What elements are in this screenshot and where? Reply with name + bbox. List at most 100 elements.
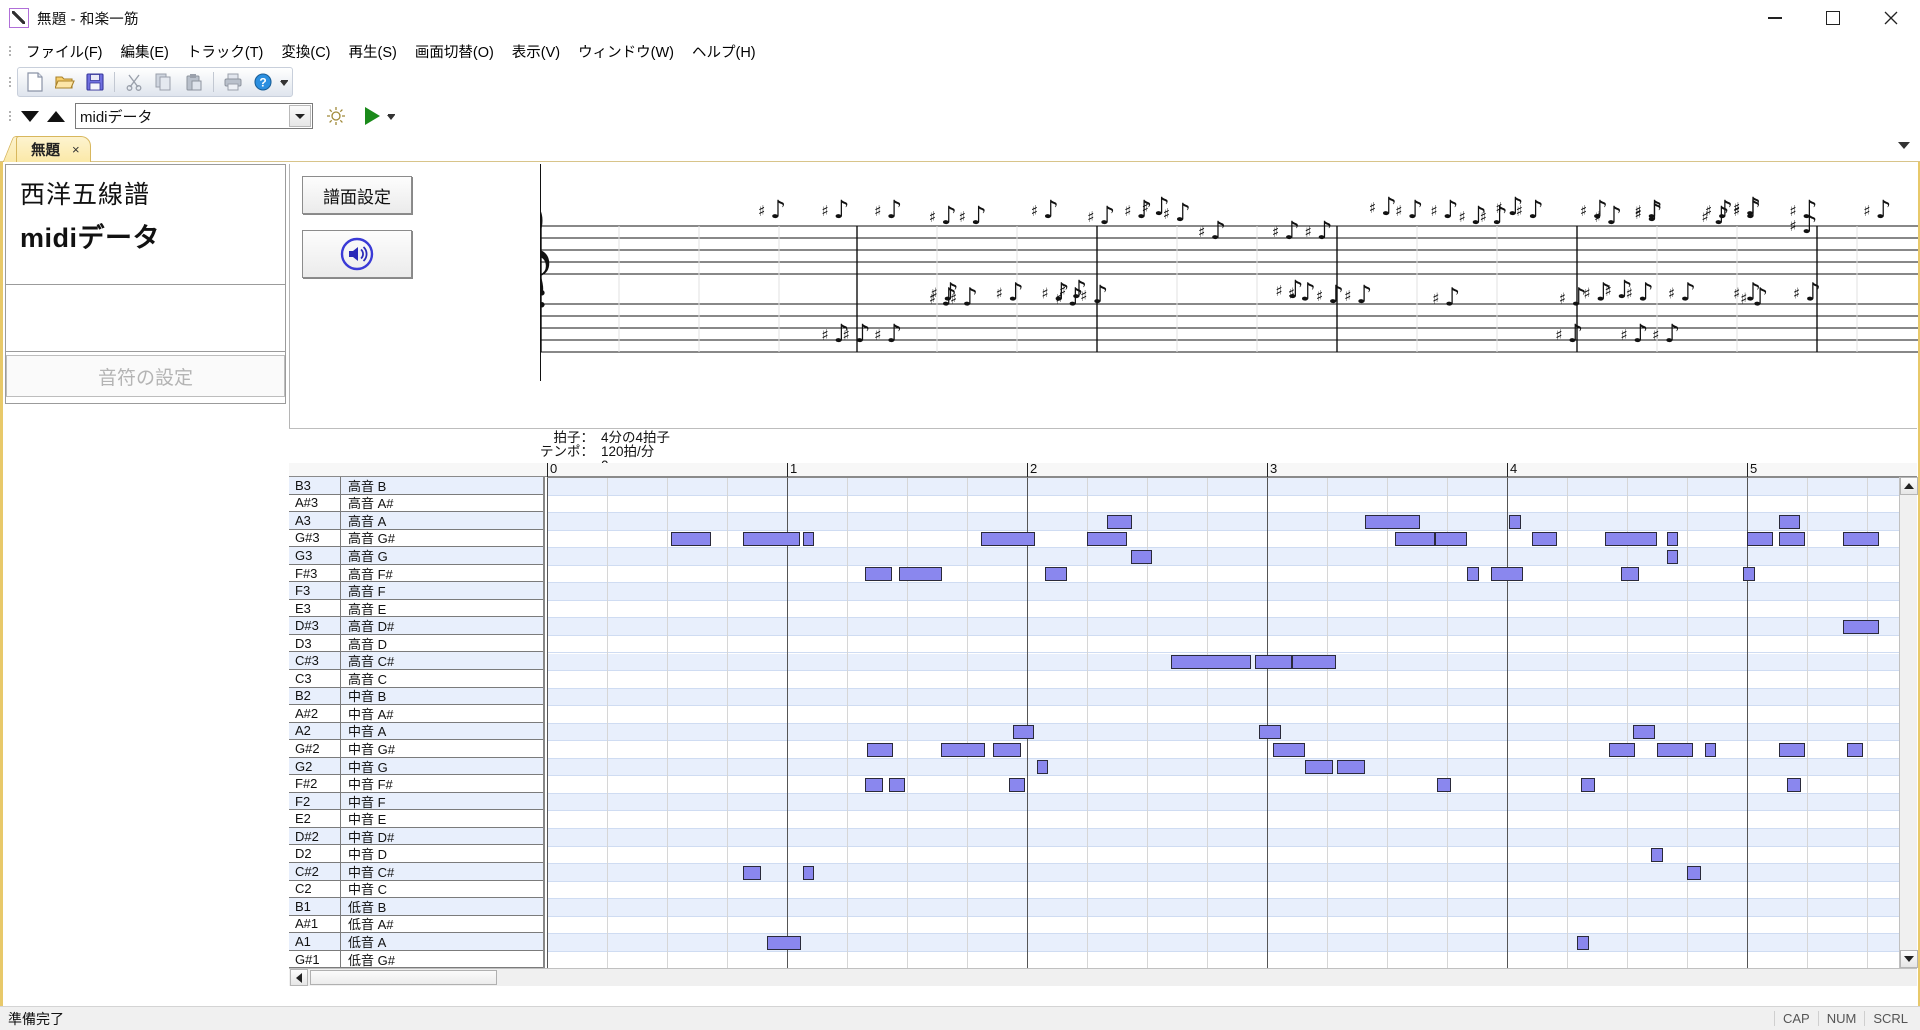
note-row-label[interactable]: C#2 中音 C# (289, 863, 543, 881)
save-disk-icon[interactable] (82, 69, 108, 95)
note-block[interactable] (1013, 725, 1034, 740)
note-row-label[interactable]: D3 高音 D (289, 634, 543, 653)
horizontal-scroll-thumb[interactable] (310, 970, 497, 985)
note-block[interactable] (767, 935, 801, 950)
note-block[interactable] (865, 777, 883, 792)
staff-notation[interactable]: 𝄞 𝄢 ♯♪♯♪♯♪♯♪♯♪♯♪♯♪♯♪♯♪♯♪♯♪♯♪♯♪♯♪♯♪♯♪♯♪♯♪… (540, 164, 1918, 381)
track-toolbar-overflow-icon[interactable] (385, 103, 397, 129)
note-row-label[interactable]: E2 中音 E (289, 810, 543, 828)
note-block[interactable] (671, 532, 711, 547)
note-block[interactable] (743, 532, 800, 547)
grid-row[interactable] (547, 601, 1899, 619)
toolbar-overflow-icon[interactable] (278, 69, 290, 95)
note-block[interactable] (1747, 532, 1773, 547)
note-block[interactable] (743, 865, 761, 880)
note-row-label[interactable]: E3 高音 E (289, 599, 543, 618)
scroll-up-icon[interactable] (1900, 477, 1918, 495)
grid-row[interactable] (547, 636, 1899, 654)
note-row-label[interactable]: G#2 中音 G# (289, 740, 543, 758)
note-block[interactable] (1045, 567, 1067, 582)
score-settings-button[interactable]: 譜面設定 (302, 176, 412, 214)
note-block[interactable] (1621, 567, 1639, 582)
note-block[interactable] (1779, 742, 1805, 757)
note-row-label[interactable]: F2 中音 F (289, 792, 543, 811)
note-block[interactable] (1491, 567, 1523, 582)
note-row-label[interactable]: G#3 高音 G# (289, 529, 543, 548)
grid-row[interactable] (547, 723, 1899, 742)
note-block[interactable] (1467, 567, 1479, 582)
print-icon[interactable] (220, 69, 246, 95)
note-block[interactable] (1609, 742, 1635, 757)
grid-row[interactable] (547, 583, 1899, 601)
grid-row[interactable] (547, 847, 1899, 865)
grid-row[interactable] (547, 531, 1899, 549)
tabstrip-dropdown-icon[interactable] (1898, 142, 1910, 149)
track-select[interactable]: midiデータ (75, 103, 313, 129)
horizontal-scrollbar[interactable] (289, 968, 1917, 986)
track-up-icon[interactable] (43, 103, 69, 129)
note-block[interactable] (1131, 549, 1152, 564)
note-row-label[interactable]: A1 低音 A (289, 933, 543, 951)
note-block[interactable] (1009, 777, 1025, 792)
note-row-label[interactable]: G#1 低音 G# (289, 950, 543, 969)
cut-scissors-icon[interactable] (121, 69, 147, 95)
note-block[interactable] (867, 742, 893, 757)
menu-help[interactable]: ヘルプ(H) (691, 44, 756, 61)
note-row-label[interactable]: A#1 低音 A# (289, 915, 543, 934)
note-block[interactable] (1292, 655, 1336, 669)
note-block[interactable] (1337, 760, 1365, 775)
note-block[interactable] (1255, 655, 1292, 669)
note-row-label[interactable]: D#3 高音 D# (289, 617, 543, 635)
scroll-down-icon[interactable] (1900, 950, 1918, 968)
close-icon[interactable] (1862, 0, 1920, 36)
note-row-label[interactable]: B2 中音 B (289, 687, 543, 706)
menu-track[interactable]: トラック(T) (186, 44, 264, 61)
open-folder-icon[interactable] (52, 69, 78, 95)
note-block[interactable] (1779, 514, 1800, 529)
grid-row[interactable] (547, 758, 1899, 777)
note-block[interactable] (1581, 777, 1595, 792)
paste-icon[interactable] (181, 69, 207, 95)
chevron-down-icon[interactable] (289, 105, 311, 127)
note-row-label[interactable]: C#3 高音 C# (289, 652, 543, 671)
note-block[interactable] (803, 532, 814, 547)
note-row-label[interactable]: C3 高音 C (289, 670, 543, 688)
note-block[interactable] (1843, 532, 1879, 547)
grid-row[interactable] (547, 618, 1899, 636)
note-row-label[interactable]: D2 中音 D (289, 845, 543, 864)
note-row-label[interactable]: B1 低音 B (289, 898, 543, 916)
grid-row[interactable] (547, 566, 1899, 584)
note-row-label[interactable]: G2 中音 G (289, 757, 543, 776)
grid-row[interactable] (547, 706, 1899, 724)
tab-close-icon[interactable]: × (72, 142, 80, 157)
note-row-label[interactable]: C2 中音 C (289, 880, 543, 899)
grid-row[interactable] (547, 829, 1899, 847)
note-block[interactable] (803, 865, 814, 880)
menu-playback[interactable]: 再生(S) (348, 44, 397, 61)
note-block[interactable] (941, 742, 985, 757)
note-row-label[interactable]: A#2 中音 A# (289, 705, 543, 723)
note-block[interactable] (1171, 655, 1251, 669)
note-row-label[interactable]: F#2 中音 F# (289, 775, 543, 793)
note-block[interactable] (1843, 619, 1879, 634)
new-file-icon[interactable] (22, 69, 48, 95)
note-block[interactable] (889, 777, 905, 792)
note-block[interactable] (1633, 725, 1655, 740)
note-block[interactable] (1577, 935, 1589, 950)
menu-edit[interactable]: 編集(E) (120, 44, 169, 61)
note-block[interactable] (1779, 532, 1805, 547)
grid-row[interactable] (547, 496, 1899, 514)
menu-window[interactable]: ウィンドウ(W) (578, 44, 674, 61)
copy-icon[interactable] (151, 69, 177, 95)
note-block[interactable] (1259, 725, 1281, 740)
grid-row[interactable] (547, 934, 1899, 952)
note-block[interactable] (981, 532, 1035, 547)
grid-row[interactable] (547, 899, 1899, 917)
grid-row[interactable] (547, 917, 1899, 935)
menu-view[interactable]: 表示(V) (511, 44, 561, 61)
grid-row[interactable] (547, 811, 1899, 829)
grid-row[interactable] (547, 952, 1899, 968)
note-row-label[interactable]: D#2 中音 D# (289, 827, 543, 846)
tab-untitled[interactable]: 無題 × (16, 136, 91, 162)
